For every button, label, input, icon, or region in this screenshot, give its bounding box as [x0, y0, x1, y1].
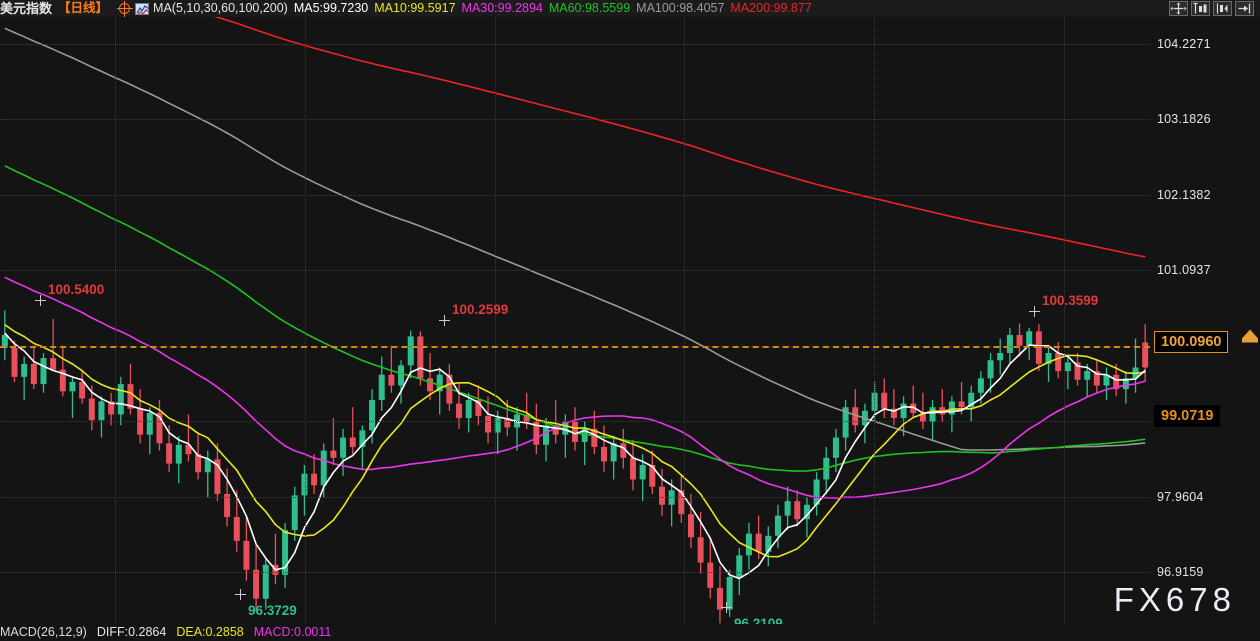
align-right-icon[interactable] [1213, 1, 1232, 16]
ma-line-ma10 [4, 324, 1146, 558]
y-axis-tick-label: 103.1826 [1157, 112, 1211, 127]
legend-ma10: MA10:99.5917 [374, 1, 456, 15]
macd-dea: DEA:0.2858 [176, 625, 244, 639]
legend-ma5: MA5:99.7230 [293, 1, 369, 15]
gridline-horizontal [0, 119, 1150, 121]
y-axis-tick-label: 96.9159 [1157, 565, 1204, 580]
ma-definition: MA(5,10,30,60,100,200) [153, 1, 288, 15]
previous-close-tag: 99.0719 [1154, 405, 1221, 428]
gridline-horizontal [0, 421, 1150, 423]
gridline-vertical [874, 17, 875, 624]
reference-price-line [0, 345, 1150, 348]
legend-ma30: MA30:99.2894 [461, 1, 543, 15]
ma-line-ma100 [4, 27, 1146, 451]
gridline-horizontal [0, 496, 1150, 498]
y-axis-tick-label: 104.2271 [1157, 36, 1211, 51]
align-left-icon[interactable] [1191, 1, 1210, 16]
legend-ma100: MA100:98.4057 [636, 1, 725, 15]
current-price-tag: 100.0960 [1154, 331, 1229, 354]
gridline-vertical [684, 17, 686, 624]
chart-header-legend: 美元指数 【日线】 MA(5,10,30,60,100,200) MA5:99.… [0, 0, 1260, 17]
chart-toolbar [1169, 1, 1254, 16]
gridline-vertical [304, 17, 306, 624]
macd-indicator-legend: MACD(26,12,9) DIFF:0.2864 DEA:0.2858 MAC… [0, 624, 1260, 641]
price-plot-area[interactable] [0, 17, 1150, 624]
legend-ma60: MA60:98.5599 [548, 1, 631, 15]
price-axis[interactable]: 104.2271103.1826102.1382101.0937100.0492… [1150, 17, 1260, 624]
instrument-title: 美元指数 [0, 1, 53, 16]
crosshair-move-icon[interactable] [1169, 1, 1188, 16]
y-axis-tick-label: 102.1382 [1157, 187, 1211, 202]
jump-to-latest-icon[interactable] [1235, 1, 1254, 16]
period-label: 【日线】 [58, 1, 109, 15]
gridline-horizontal [0, 270, 1150, 272]
candlestick-canvas [1, 17, 1149, 624]
y-axis-tick-label: 97.9604 [1157, 489, 1204, 504]
watermark: FX678 [1113, 581, 1236, 618]
gridline-horizontal [0, 43, 1150, 45]
price-up-arrow-icon [1242, 329, 1258, 343]
legend-ma200: MA200:99.877 [730, 1, 812, 15]
ma-line-ma5 [4, 332, 1146, 580]
gridline-vertical [1063, 17, 1065, 624]
macd-diff: DIFF:0.2864 [96, 625, 167, 639]
mini-chart-icon[interactable] [135, 2, 150, 15]
macd-definition: MACD(26,12,9) [0, 625, 87, 639]
gridline-vertical [115, 17, 116, 624]
gridline-horizontal [0, 194, 1150, 196]
macd-value: MACD:0.0011 [253, 625, 332, 639]
ma-line-ma200 [213, 17, 1146, 258]
ma-line-ma30 [4, 276, 1146, 499]
gear-icon[interactable] [117, 1, 134, 17]
gridline-horizontal [0, 572, 1150, 574]
y-axis-tick-label: 101.0937 [1157, 263, 1211, 278]
gridline-vertical [494, 17, 496, 624]
